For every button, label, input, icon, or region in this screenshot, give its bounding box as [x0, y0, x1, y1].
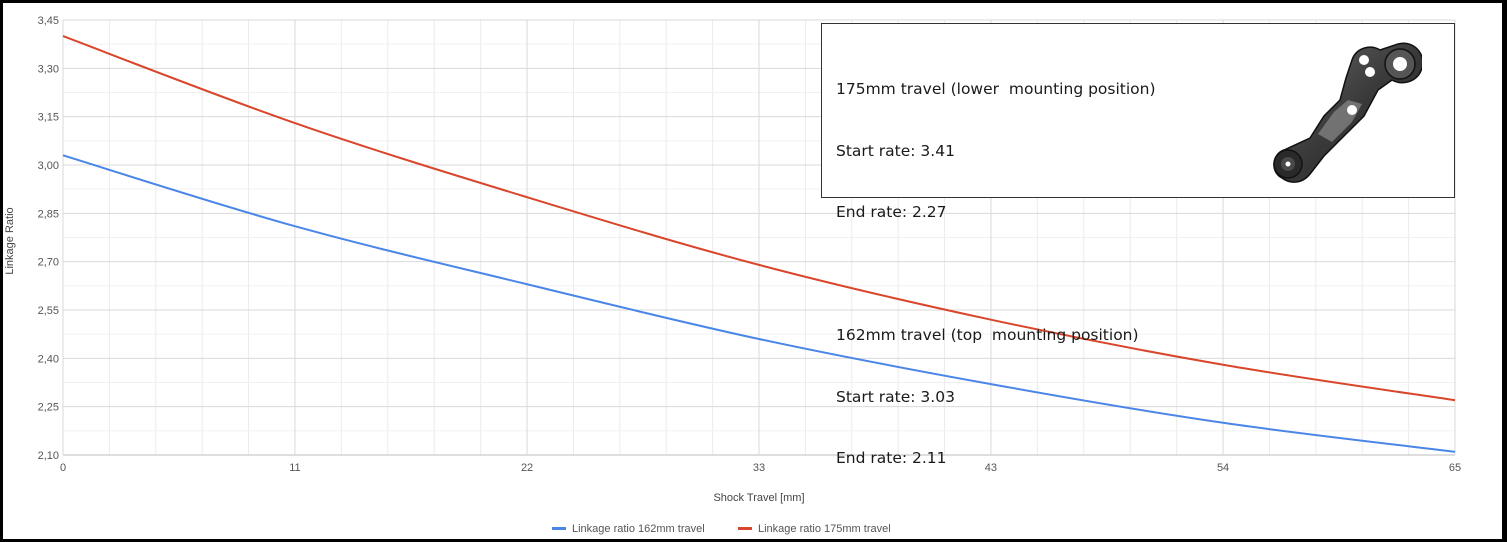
y-tick-label: 2,10 — [38, 450, 59, 462]
info-175-title: 175mm travel (lower mounting position) — [836, 80, 1156, 98]
chart-frame: 2,10 2,25 2,40 2,55 2,70 2,85 3,00 3,15 3,30 3,45… — [3, 3, 1502, 539]
y-tick-label: 2,40 — [38, 353, 59, 365]
x-tick-label: 65 — [1449, 462, 1461, 474]
x-tick-label: 54 — [1217, 462, 1229, 474]
line-chart: 2,10 2,25 2,40 2,55 2,70 2,85 3,00 3,15 3,30 3,45… — [4, 15, 1461, 535]
info-box: 175mm travel (lower mounting position) S… — [821, 23, 1455, 467]
x-tick-label: 0 — [60, 462, 66, 474]
y-axis-title: Linkage Ratio — [4, 207, 16, 274]
y-tick-label: 3,45 — [38, 15, 59, 27]
rocker-link-icon — [1273, 42, 1422, 183]
series-line — [62, 154, 1456, 453]
info-text: 175mm travel (lower mounting position) S… — [836, 38, 1156, 510]
x-tick-label: 33 — [753, 462, 765, 474]
y-tick-label: 2,25 — [38, 402, 59, 414]
series-lines — [62, 35, 1456, 453]
legend-swatch — [738, 527, 752, 530]
x-tick-label: 11 — [289, 462, 300, 474]
info-162-title: 162mm travel (top mounting position) — [836, 326, 1139, 344]
legend: Linkage ratio 162mm travel Linkage ratio … — [552, 523, 891, 535]
info-175-end: End rate: 2.27 — [836, 203, 947, 221]
legend-swatch — [552, 527, 566, 530]
y-tick-label: 3,15 — [38, 112, 59, 124]
info-162-end: End rate: 2.11 — [836, 449, 947, 467]
info-175-start: Start rate: 3.41 — [836, 141, 955, 160]
x-tick-label: 43 — [985, 462, 997, 474]
series-line — [62, 35, 1456, 402]
y-tick-label: 3,30 — [38, 63, 59, 75]
x-axis-tick-labels: 0 11 22 33 43 54 65 — [60, 462, 1461, 474]
legend-label: Linkage ratio 162mm travel — [572, 523, 705, 535]
y-axis-tick-labels: 2,10 2,25 2,40 2,55 2,70 2,85 3,00 3,15 3,30 3,45 — [38, 15, 59, 462]
y-tick-label: 2,85 — [38, 208, 59, 220]
y-tick-label: 3,00 — [38, 160, 59, 172]
x-axis-title: Shock Travel [mm] — [713, 492, 804, 504]
legend-label: Linkage ratio 175mm travel — [758, 523, 891, 535]
x-tick-label: 22 — [521, 462, 533, 474]
y-tick-label: 2,70 — [38, 257, 59, 269]
y-tick-label: 2,55 — [38, 305, 59, 317]
info-162-start: Start rate: 3.03 — [836, 387, 955, 406]
